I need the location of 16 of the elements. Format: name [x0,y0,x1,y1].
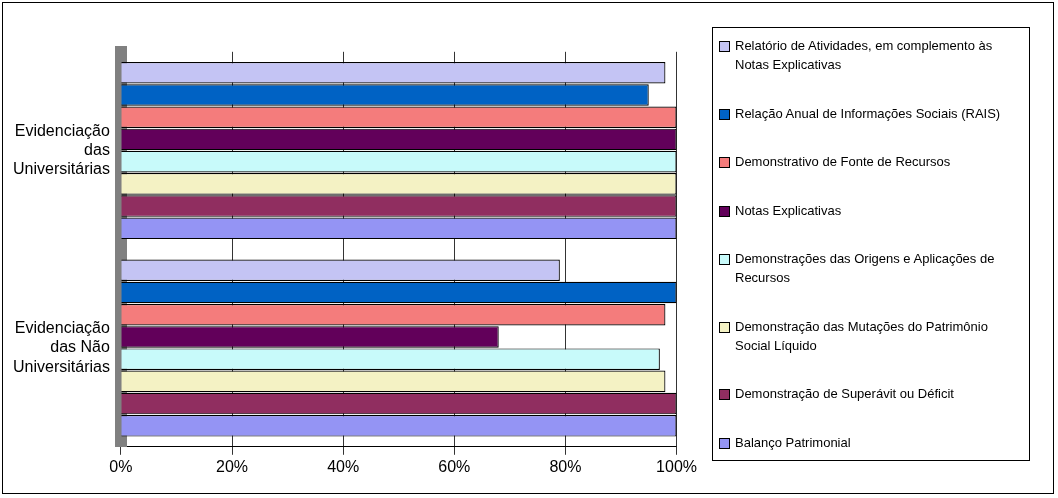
legend-label: Demonstração de Superávit ou Déficit [735,385,954,404]
y-tick-label: Evidenciação das Universitárias [12,121,111,178]
legend-label: Demonstrativo de Fonte de Recursos [735,153,951,172]
x-tick-label: 60% [438,457,471,475]
y-tick-label: Evidenciação das Não Universitárias [12,319,111,375]
x-tick-label: 0% [109,457,133,475]
x-tick-label: 40% [327,457,360,475]
x-tick-label: 20% [216,457,249,475]
legend-label: Notas Explicativas [735,201,842,220]
legend-label: Balanço Patrimonial [735,433,851,452]
legend-label: Relação Anual de Informações Sociais (RAIS) [735,104,1001,123]
legend-label: Demonstrações das Origens e Aplicações de Recursos [735,250,996,288]
x-tick-label: 80% [549,457,582,475]
legend-label: Relatório de Atividades, em complemento às Notas Explicativas [735,37,994,74]
x-tick-label: 100% [656,457,697,475]
legend-label: Demonstração das Mutações do Patrimônio Social Líquido [735,317,989,355]
